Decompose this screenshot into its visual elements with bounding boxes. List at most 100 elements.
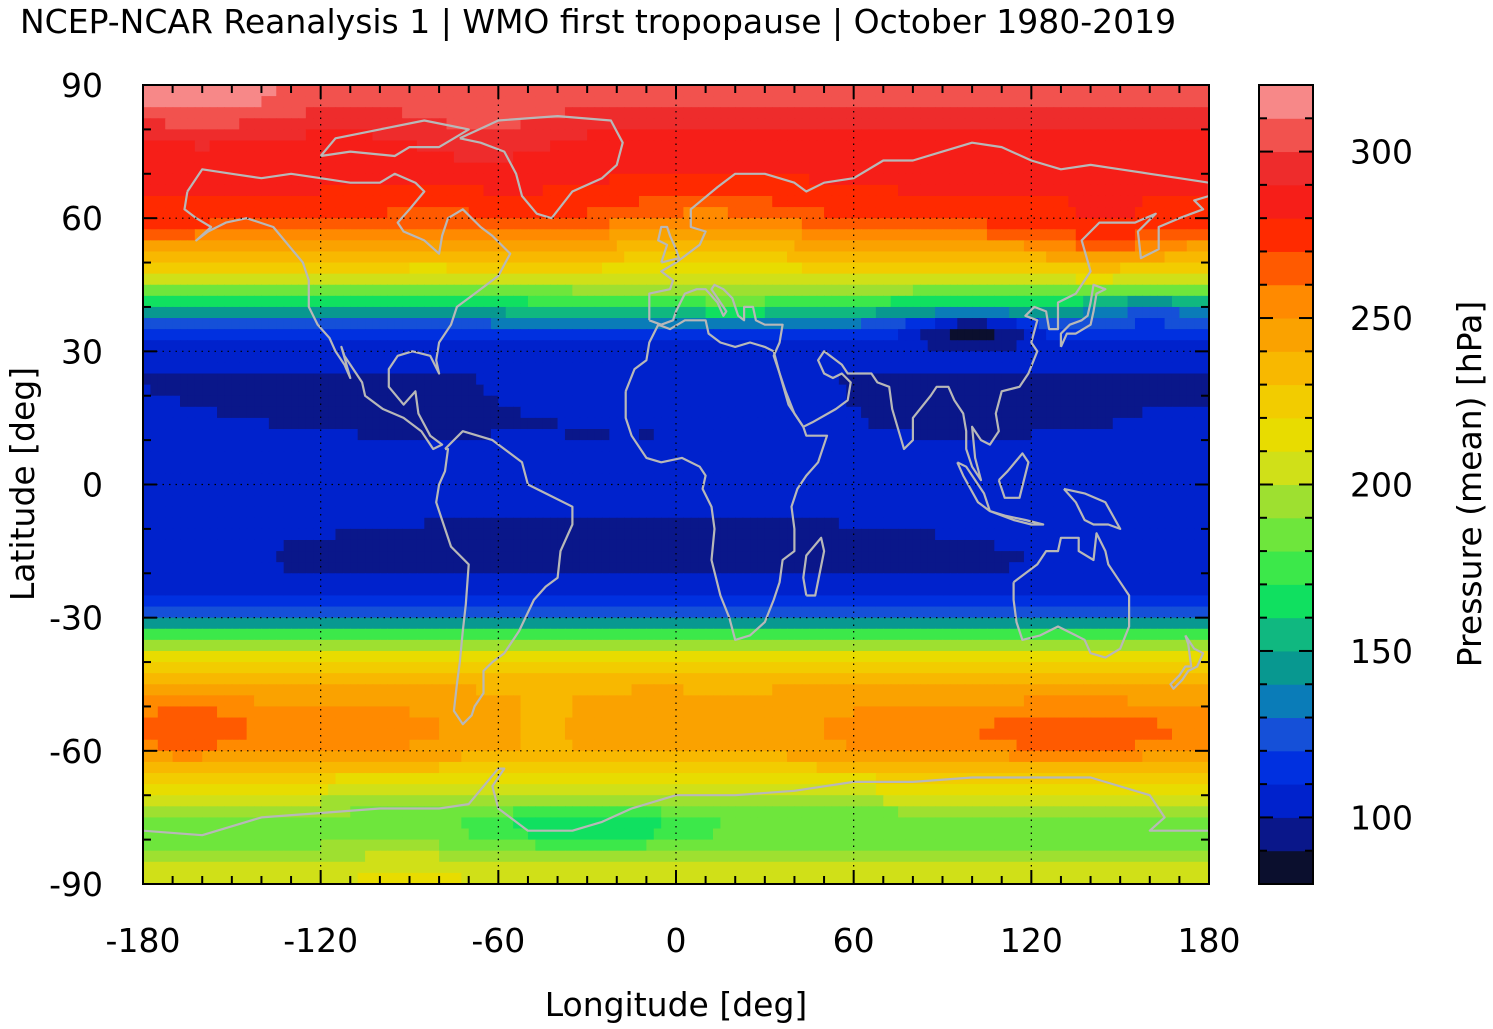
heatmap-cell [254,362,263,375]
heatmap-cell [1127,184,1136,197]
heatmap-cell [661,429,670,441]
heatmap-cell [1038,195,1047,208]
heatmap-cell [979,406,988,419]
heatmap-cell [291,417,300,430]
heatmap-cell [202,229,211,241]
heatmap-cell [379,162,388,175]
heatmap-cell [690,384,699,397]
heatmap-cell [890,85,899,97]
heatmap-cell [713,251,722,264]
heatmap-cell [1134,207,1143,219]
heatmap-cell [1046,96,1055,108]
heatmap-cell [194,118,203,130]
heatmap-cell [328,251,337,264]
heatmap-cell [402,85,411,97]
heatmap-cell [949,173,958,186]
heatmap-cell [653,85,662,97]
heatmap-cell [439,162,448,175]
heatmap-cell [920,118,929,130]
heatmap-cell [920,184,929,197]
heatmap-cell [646,351,655,364]
heatmap-cell [816,151,825,164]
heatmap-cell [794,295,803,308]
heatmap-cell [1053,107,1062,119]
heatmap-cell [831,273,840,286]
heatmap-cell [1194,85,1203,97]
heatmap-cell [424,340,433,352]
heatmap-cell [409,273,418,286]
heatmap-cell [742,218,751,230]
heatmap-cell [949,129,958,142]
heatmap-cell [461,273,470,286]
heatmap-cell [735,273,744,286]
heatmap-cell [764,85,773,97]
heatmap-cell [342,373,351,386]
heatmap-cell [1186,351,1195,364]
heatmap-cell [335,107,344,119]
heatmap-cell [320,229,329,241]
heatmap-cell [350,395,359,408]
heatmap-cell [387,295,396,308]
heatmap-cell [209,218,218,230]
heatmap-cell [291,218,300,230]
heatmap-cell [572,295,581,308]
heatmap-cell [357,440,366,452]
heatmap-cell [720,395,729,408]
heatmap-cell [750,218,759,230]
heatmap-cell [1194,295,1203,308]
heatmap-cell [683,395,692,408]
heatmap-cell [713,318,722,330]
heatmap-cell [542,362,551,375]
heatmap-cell [402,218,411,230]
heatmap-cell [587,462,596,475]
heatmap-cell [890,173,899,186]
heatmap-cell [927,318,936,330]
heatmap-cell [750,85,759,97]
heatmap-cell [905,162,914,175]
heatmap-cell [387,140,396,153]
heatmap-cell [898,129,907,142]
heatmap-cell [1031,340,1040,352]
heatmap-cell [157,262,166,275]
heatmap-cell [853,140,862,153]
heatmap-cell [927,273,936,286]
heatmap-cell [594,306,603,319]
heatmap-cell [735,306,744,319]
heatmap-cell [809,251,818,264]
heatmap-cell [979,362,988,375]
heatmap-cell [305,96,314,108]
heatmap-cell [898,340,907,352]
heatmap-cell [787,318,796,330]
heatmap-cell [631,462,640,475]
heatmap-cell [942,395,951,408]
heatmap-cell [809,85,818,97]
heatmap-cell [624,251,633,264]
heatmap-cell [676,284,684,297]
heatmap-cell [468,107,477,119]
heatmap-cell [557,329,566,341]
heatmap-cell [653,262,662,275]
heatmap-cell [505,162,514,175]
heatmap-cell [838,306,847,319]
heatmap-cell [868,351,877,364]
heatmap-cell [787,362,796,375]
heatmap-cell [683,251,692,264]
heatmap-cell [1112,251,1121,264]
heatmap-cell [1083,184,1092,197]
heatmap-cell [387,362,396,375]
heatmap-cell [668,162,677,175]
heatmap-cell [542,240,551,253]
heatmap-cell [979,306,988,319]
heatmap-cell [424,417,433,430]
heatmap-cell [1068,284,1077,297]
heatmap-cell [261,429,270,441]
heatmap-cell [261,162,270,175]
heatmap-cell [1060,118,1069,130]
heatmap-cell [490,306,499,319]
heatmap-cell [1134,284,1143,297]
heatmap-cell [750,96,759,108]
heatmap-cell [986,162,995,175]
heatmap-cell [861,184,870,197]
heatmap-cell [1090,384,1099,397]
heatmap-cell [365,140,374,153]
